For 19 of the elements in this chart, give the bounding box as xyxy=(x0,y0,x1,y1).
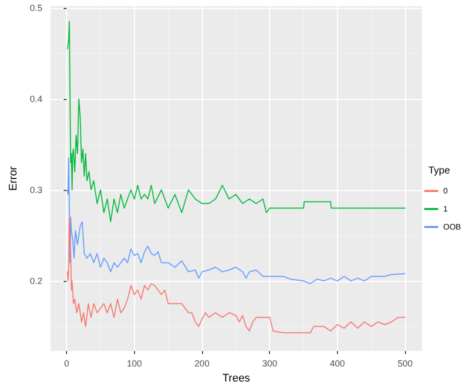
legend-label: OOB xyxy=(443,222,461,232)
x-tick-label: 0 xyxy=(64,358,70,368)
y-tick-label: 0.3 xyxy=(30,184,42,195)
x-tick-label: 500 xyxy=(398,358,413,368)
legend-label: 0 xyxy=(443,186,448,196)
x-tick-label: 400 xyxy=(330,358,345,368)
line-series xyxy=(66,20,406,222)
legend-label: 1 xyxy=(443,204,448,214)
x-tick-label: 300 xyxy=(262,358,278,368)
y-tick-label: 0.5 xyxy=(30,2,42,13)
y-tick-label: 0.4 xyxy=(30,94,42,104)
line-series xyxy=(66,216,406,334)
y-tick-label: 0.2 xyxy=(30,276,42,286)
x-tick-label: 200 xyxy=(194,358,210,368)
legend-title: Type xyxy=(428,166,450,176)
y-axis-title: Error xyxy=(8,166,20,191)
line-series xyxy=(66,158,406,284)
x-tick-label: 100 xyxy=(126,358,142,368)
x-axis-title: Trees xyxy=(222,372,251,384)
